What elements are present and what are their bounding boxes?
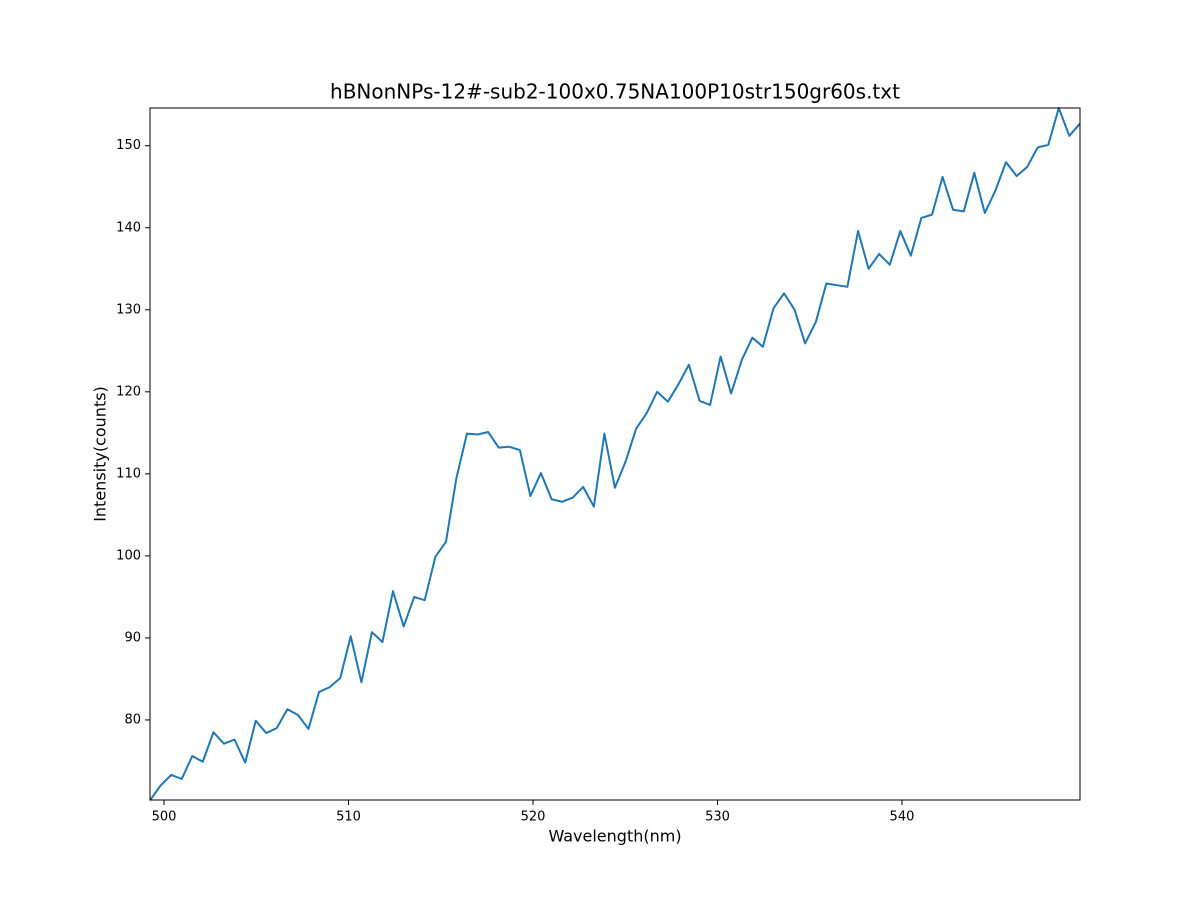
- chart-title: hBNonNPs-12#-sub2-100x0.75NA100P10str150…: [330, 80, 900, 104]
- x-tick-label: 510: [336, 810, 361, 825]
- x-axis-label: Wavelength(nm): [548, 827, 681, 846]
- x-tick-label: 540: [890, 810, 915, 825]
- y-tick-label: 110: [116, 466, 141, 481]
- x-tick-label: 500: [152, 810, 177, 825]
- y-tick-label: 90: [124, 630, 141, 645]
- plot-frame: [149, 107, 1081, 801]
- y-tick-label: 80: [124, 712, 141, 727]
- x-tick-label: 520: [521, 810, 546, 825]
- y-tick-label: 100: [116, 548, 141, 563]
- y-tick-label: 140: [116, 220, 141, 235]
- y-axis-label: Intensity(counts): [91, 386, 110, 522]
- x-tick-label: 530: [705, 810, 730, 825]
- data-line: [150, 107, 1080, 801]
- y-tick-label: 130: [116, 302, 141, 317]
- y-tick-label: 120: [116, 384, 141, 399]
- y-tick-label: 150: [116, 138, 141, 153]
